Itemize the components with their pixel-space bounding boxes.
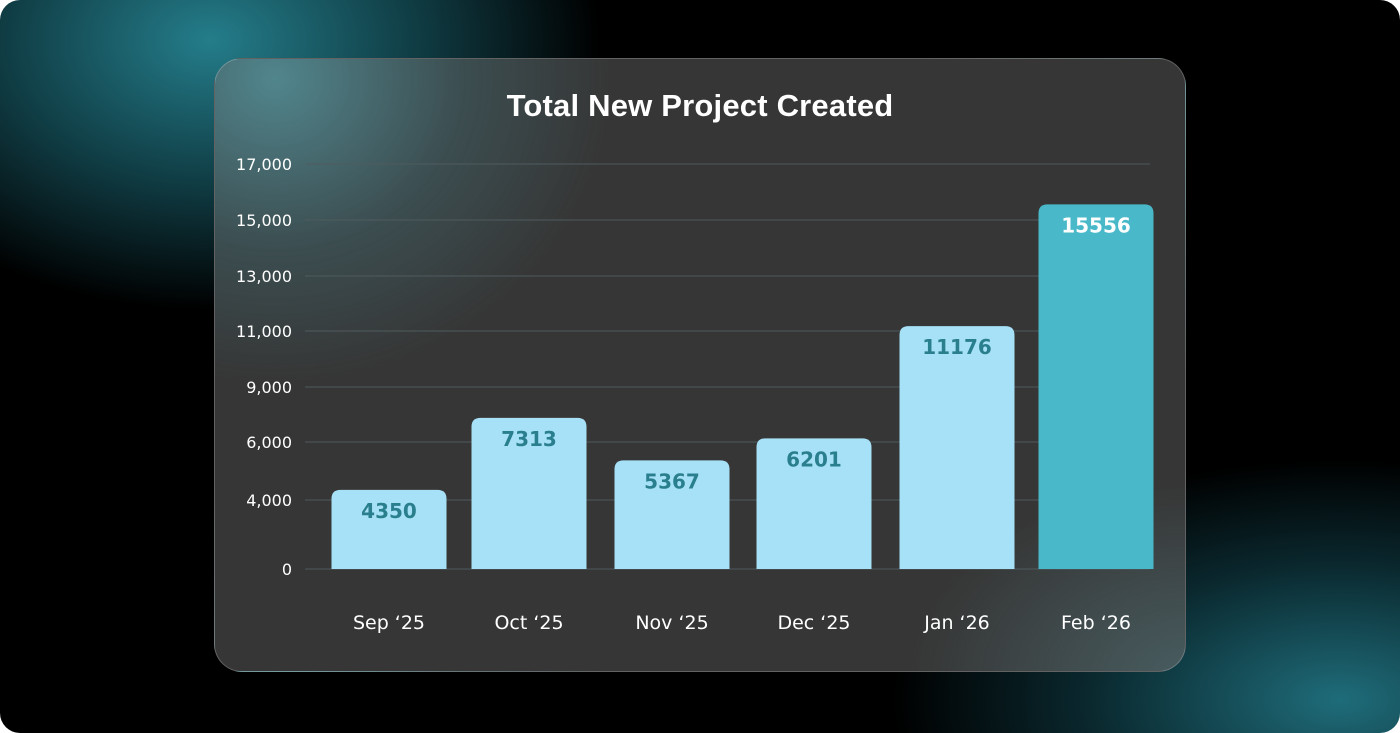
- bar-value-label: 15556: [1061, 213, 1131, 237]
- bar: [1038, 204, 1154, 569]
- y-tick-label: 11,000: [236, 322, 292, 341]
- chart-title: Total New Project Created: [506, 88, 894, 123]
- x-category-label: Dec ‘25: [777, 612, 850, 634]
- y-tick-label: 9,000: [246, 378, 292, 397]
- bar: [899, 326, 1015, 569]
- y-tick-label: 13,000: [236, 267, 292, 286]
- x-category-label: Jan ‘26: [923, 612, 990, 634]
- y-tick-label: 4,000: [246, 491, 292, 510]
- x-category-label: Oct ‘25: [494, 612, 563, 634]
- bar-value-label: 4350: [361, 499, 417, 523]
- y-tick-label: 0: [282, 560, 292, 579]
- bar: [614, 460, 730, 569]
- x-category-label: Feb ‘26: [1061, 612, 1131, 634]
- bar-value-label: 7313: [501, 427, 557, 451]
- bar: [471, 417, 587, 569]
- bar: [331, 489, 447, 569]
- bar: [756, 438, 872, 569]
- y-tick-label: 15,000: [236, 211, 292, 230]
- y-tick-label: 17,000: [236, 155, 292, 174]
- x-category-label: Sep ‘25: [353, 612, 425, 634]
- bar-value-label: 5367: [644, 469, 700, 493]
- bar-value-label: 6201: [786, 447, 842, 471]
- bar-value-label: 11176: [922, 335, 992, 359]
- y-tick-label: 6,000: [246, 433, 292, 452]
- x-category-label: Nov ‘25: [635, 612, 708, 634]
